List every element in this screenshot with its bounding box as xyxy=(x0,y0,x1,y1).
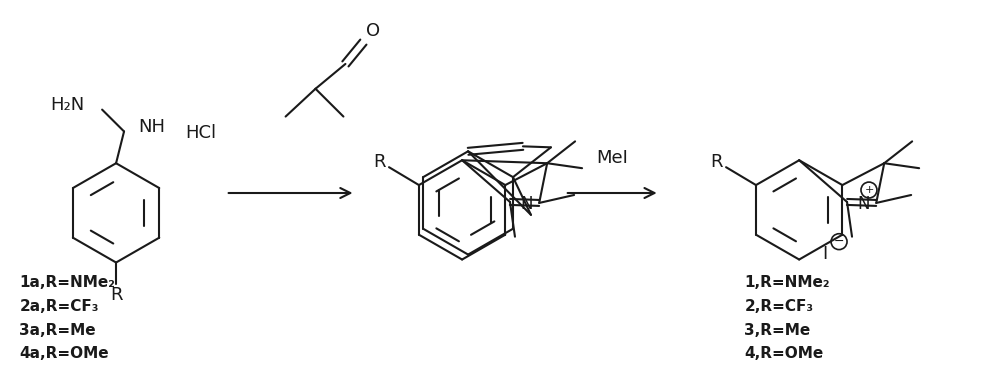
Text: R: R xyxy=(110,286,122,304)
Text: 1,R=NMe₂: 1,R=NMe₂ xyxy=(744,275,830,290)
Text: −: − xyxy=(834,235,844,248)
Text: MeI: MeI xyxy=(596,149,628,167)
Text: N: N xyxy=(857,195,870,213)
Text: HCl: HCl xyxy=(185,125,216,142)
Text: R: R xyxy=(710,153,722,171)
Text: +: + xyxy=(864,185,874,195)
Text: 4a,R=OMe: 4a,R=OMe xyxy=(19,346,109,361)
Text: N: N xyxy=(520,195,532,213)
Text: 1a,R=NMe₂: 1a,R=NMe₂ xyxy=(19,275,115,290)
Text: 3,R=Me: 3,R=Me xyxy=(744,322,811,338)
Text: R: R xyxy=(373,153,385,171)
Text: 3a,R=Me: 3a,R=Me xyxy=(19,322,96,338)
Text: O: O xyxy=(366,22,380,40)
Text: 2,R=CF₃: 2,R=CF₃ xyxy=(744,299,813,314)
Text: 4,R=OMe: 4,R=OMe xyxy=(744,346,824,361)
Text: NH: NH xyxy=(138,118,165,137)
Text: H₂N: H₂N xyxy=(50,96,84,114)
Text: I: I xyxy=(822,244,827,263)
Text: 2a,R=CF₃: 2a,R=CF₃ xyxy=(19,299,99,314)
